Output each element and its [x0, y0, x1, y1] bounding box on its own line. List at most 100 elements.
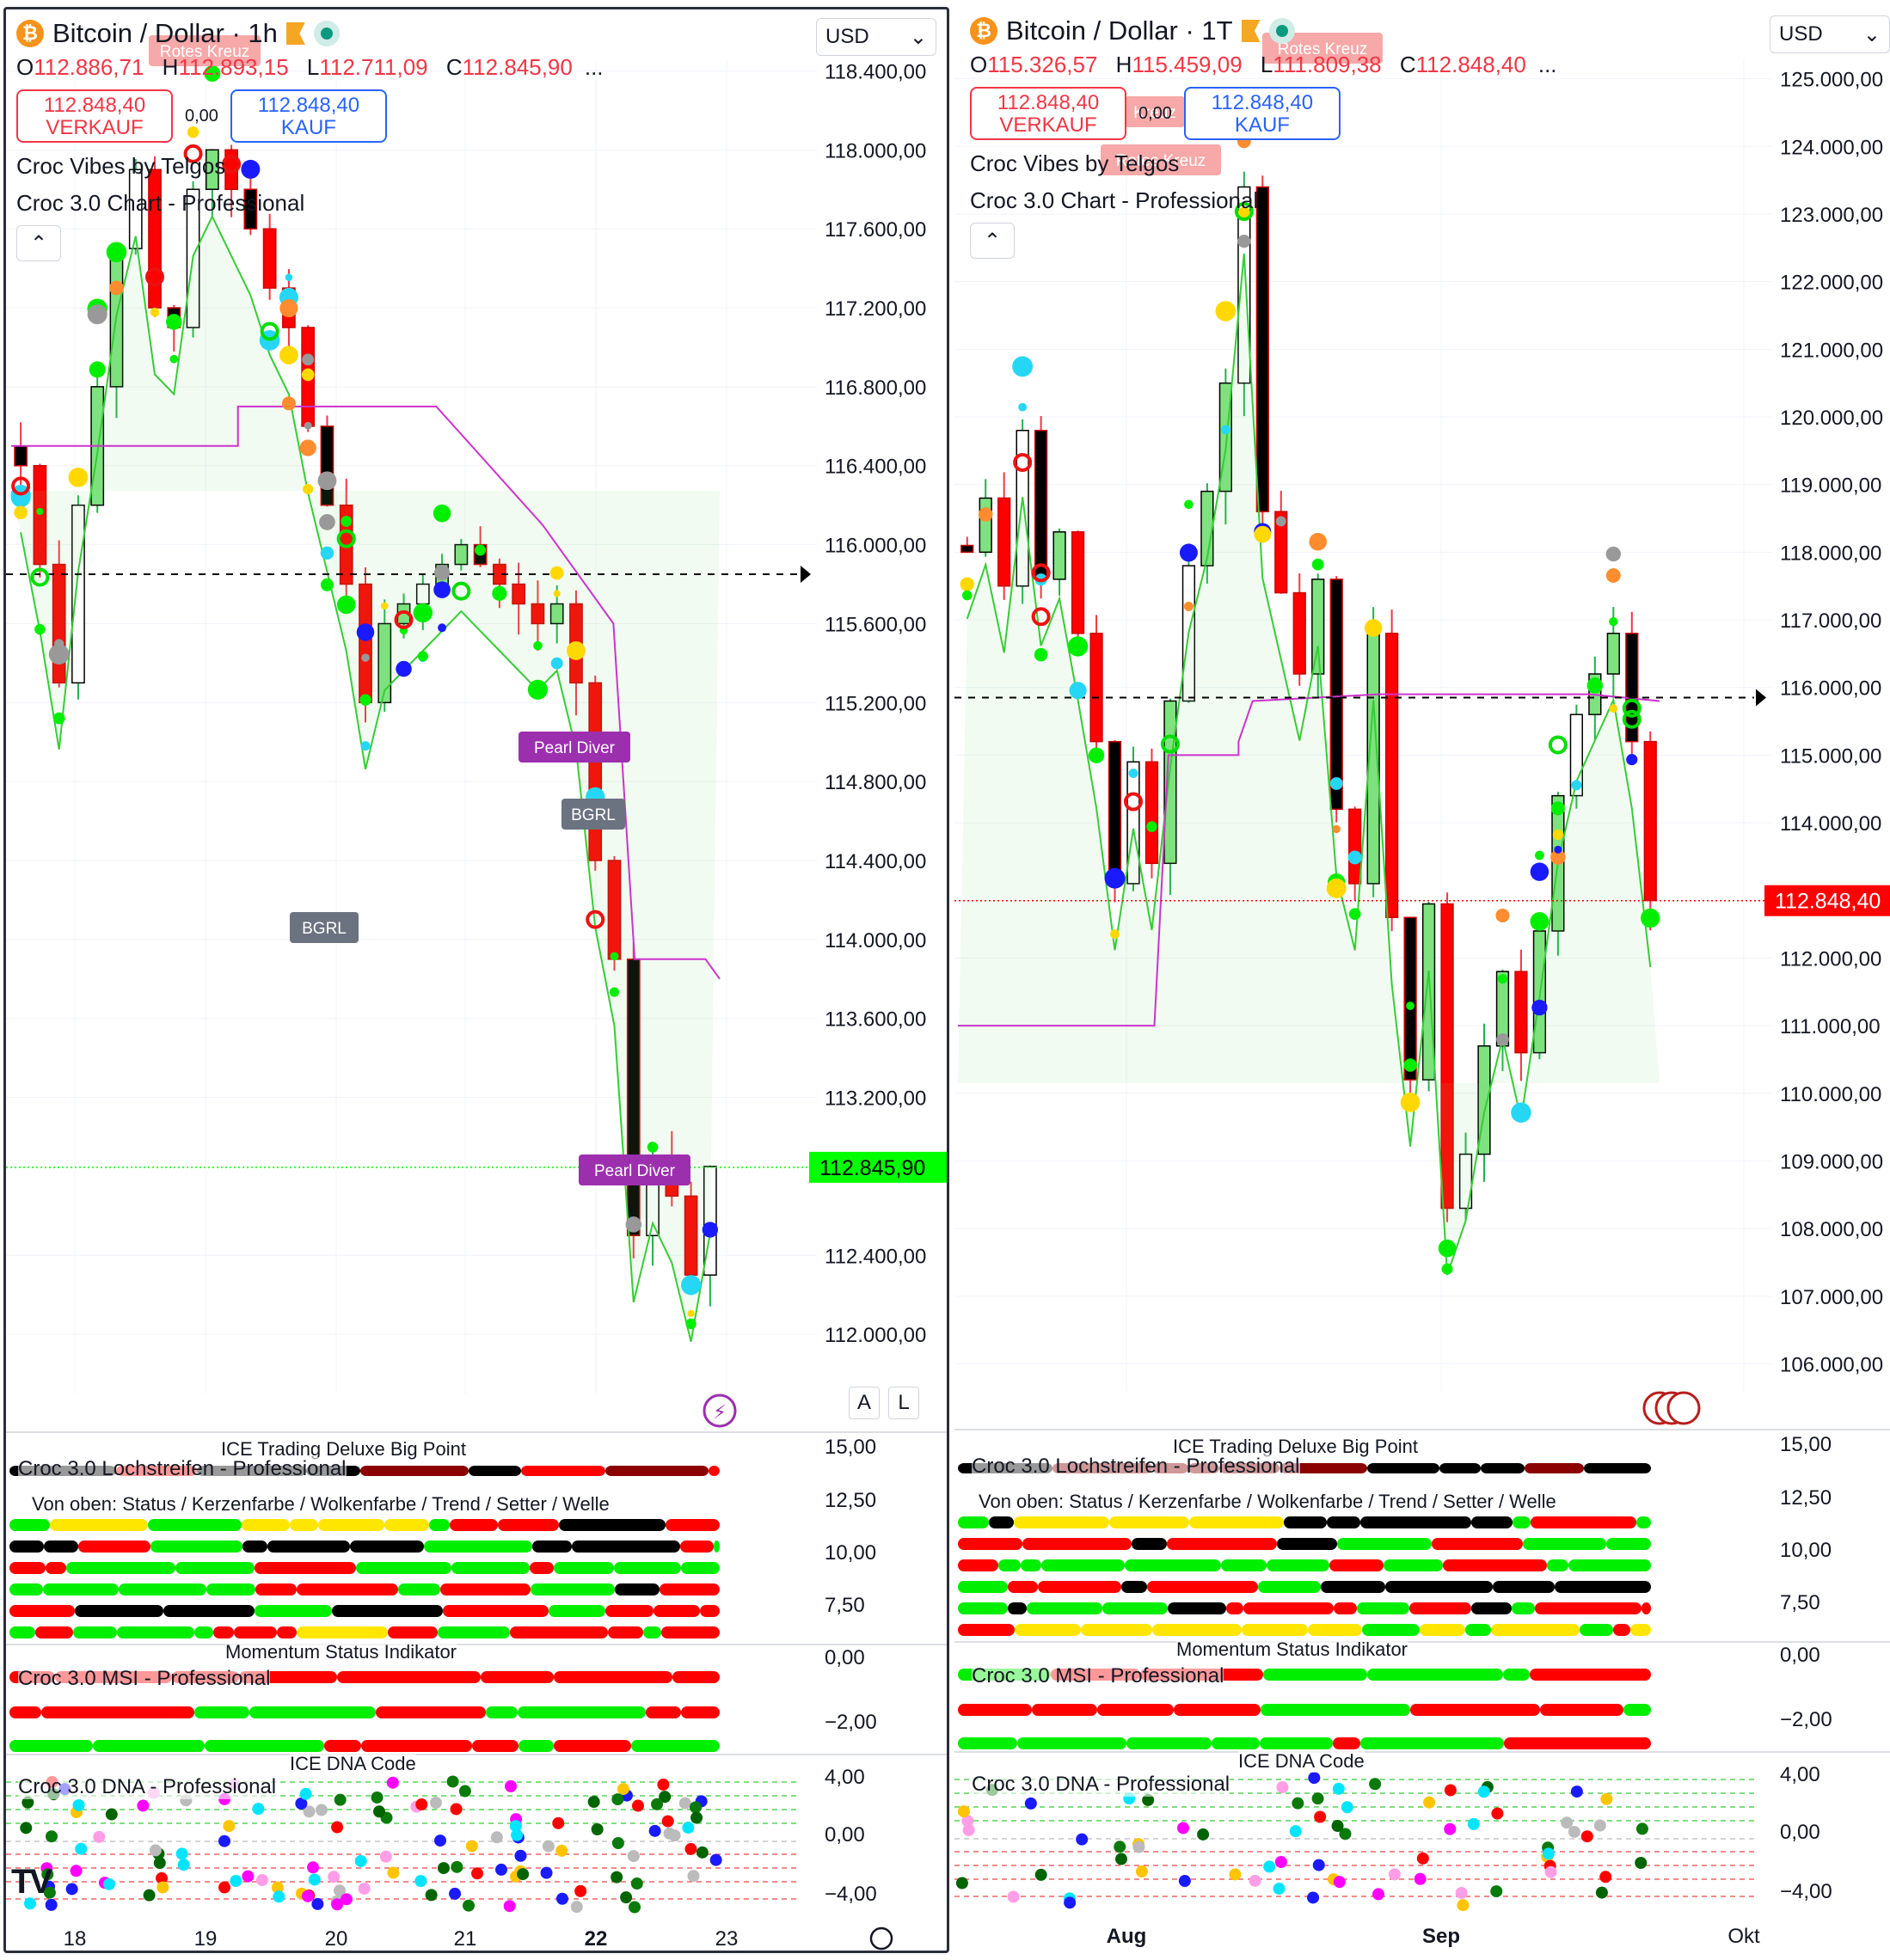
dna-dot: [75, 1842, 88, 1855]
dna-name[interactable]: Croc 3.0 DNA - Professional: [972, 1773, 1230, 1797]
buy-price: 112.848,40: [257, 94, 360, 117]
stripe-segment: [1337, 1538, 1432, 1550]
msi-segment: [1360, 1737, 1504, 1749]
collapse-legend-button[interactable]: ⌃: [16, 225, 61, 261]
flag-icon[interactable]: [1241, 20, 1261, 42]
msi-name[interactable]: Croc 3.0 MSI - Professional: [972, 1664, 1224, 1688]
stripe-segment: [9, 1562, 46, 1574]
log-scale-button[interactable]: L: [888, 1387, 919, 1419]
ring-marker: [1548, 735, 1568, 755]
chart-panel-daily[interactable]: 125.000,00 124.000,00 123.000,00 122.000,00…: [954, 7, 1890, 1953]
msi-segment: [631, 1740, 720, 1752]
collapse-legend-button[interactable]: ⌃: [970, 223, 1015, 259]
stripe-segment: [73, 1626, 117, 1638]
stripe-segment: [498, 1519, 559, 1531]
signal-label-box: [1125, 96, 1185, 127]
signal-dot: [166, 314, 182, 330]
candle: [454, 543, 469, 566]
msi-segment: [1263, 1669, 1367, 1681]
dna-dot: [1229, 1868, 1242, 1881]
dna-dot: [689, 1801, 702, 1814]
msi-segment: [1032, 1704, 1097, 1716]
chart-panel-hourly[interactable]: 118.400,00 118.000,00 117.600,00 117.200,00…: [3, 7, 949, 1953]
msi-segment: [194, 1706, 249, 1718]
price-chart-hourly[interactable]: 118.400,00 118.000,00 117.600,00 117.200,00…: [6, 9, 949, 1953]
signal-dot: [1179, 543, 1198, 562]
sub-y-tick-label: 12,50: [825, 1489, 876, 1512]
signal-dot: [14, 505, 28, 520]
stripe-segment: [614, 1562, 681, 1574]
msi-name[interactable]: Croc 3.0 MSI - Professional: [18, 1667, 271, 1691]
dna-dot: [1114, 1841, 1126, 1853]
flag-icon[interactable]: [285, 22, 305, 45]
signal-dot: [48, 644, 70, 665]
dna-dot: [1414, 1872, 1427, 1885]
indicator-legend-vibes[interactable]: Croc Vibes by Telgos: [970, 150, 1180, 176]
currency-select[interactable]: USD ⌄: [816, 18, 936, 56]
signal-dot: [1550, 849, 1566, 865]
sub-y-tick-label: 15,00: [825, 1436, 876, 1459]
msi-segment: [1126, 1737, 1212, 1749]
signal-dot: [1348, 908, 1361, 921]
sub-y-tick-label: 0,00: [825, 1646, 865, 1669]
stripe-segment: [1367, 1463, 1439, 1473]
sell-button[interactable]: 112.848,40 VERKAUF: [970, 87, 1126, 140]
msi-segment: [1261, 1704, 1410, 1716]
stripe-segment: [549, 1605, 605, 1617]
stripe-segment: [1008, 1602, 1027, 1614]
sell-label: VERKAUF: [46, 116, 144, 139]
currency-select[interactable]: USD ⌄: [1770, 15, 1890, 53]
dna-name[interactable]: Croc 3.0 DNA - Professional: [18, 1775, 277, 1799]
stripe-segment: [1243, 1602, 1334, 1614]
candle: [1606, 633, 1620, 675]
buy-button[interactable]: 112.848,40 KAUF: [230, 89, 387, 143]
dna-dot: [451, 1860, 463, 1873]
open-value: 115.326,57: [987, 52, 1098, 77]
dna-dot: [1544, 1865, 1557, 1878]
level-arrow-icon: [1756, 689, 1766, 707]
y-tick-label: 113.200,00: [825, 1087, 926, 1111]
dna-dot: [1580, 1830, 1593, 1843]
stripe-segment: [1385, 1581, 1493, 1593]
market-status-icon[interactable]: [1268, 18, 1295, 44]
signal-label: Pearl Diver: [534, 739, 616, 757]
stripe-segment: [277, 1626, 297, 1638]
dna-dot: [463, 1899, 476, 1912]
y-tick-label: 114.400,00: [825, 850, 926, 873]
symbol-title[interactable]: Bitcoin / Dollar · 1T: [1006, 15, 1233, 46]
symbol-title[interactable]: Bitcoin / Dollar · 1h: [52, 18, 278, 48]
stripe-segment: [1022, 1538, 1132, 1550]
trend-line: [966, 253, 1652, 1276]
signal-dot: [1554, 845, 1562, 854]
stripe-segment: [1329, 1559, 1384, 1571]
us-flag-icon[interactable]: [1666, 1391, 1701, 1425]
settings-gear-icon[interactable]: [869, 1926, 893, 1951]
signal-dot: [204, 64, 221, 83]
dna-dot: [1339, 1828, 1352, 1841]
lochstreifen-name[interactable]: Croc 3.0 Lochstreifen - Professional: [18, 1457, 347, 1481]
signal-dot: [1364, 619, 1383, 637]
candle: [997, 497, 1011, 587]
lochstreifen-name[interactable]: Croc 3.0 Lochstreifen - Professional: [972, 1455, 1300, 1479]
auto-scale-button[interactable]: A: [849, 1387, 880, 1419]
dna-dot: [1635, 1857, 1648, 1870]
price-chart-daily[interactable]: 125.000,00 124.000,00 123.000,00 122.000,00…: [954, 7, 1890, 1953]
indicator-legend-croc-chart[interactable]: Croc 3.0 Chart - Professional: [16, 190, 305, 216]
x-tick-label: 23: [715, 1927, 739, 1951]
indicator-legend-vibes[interactable]: Croc Vibes by Telgos: [16, 153, 226, 179]
stripe-segment: [9, 1540, 44, 1553]
dna-dot: [302, 1890, 315, 1902]
dna-dot: [307, 1861, 320, 1874]
y-tick-label: 115.600,00: [825, 613, 926, 636]
dna-dot: [437, 1862, 450, 1875]
indicator-legend-croc-chart[interactable]: Croc 3.0 Chart - Professional: [970, 187, 1259, 213]
signal-dot: [1034, 647, 1048, 662]
stripe-segment: [559, 1519, 666, 1531]
flash-icon[interactable]: [703, 1393, 737, 1428]
dna-dot: [331, 1821, 344, 1834]
buy-button[interactable]: 112.848,40 KAUF: [1183, 87, 1341, 140]
sell-button[interactable]: 112.848,40 VERKAUF: [16, 89, 173, 143]
market-status-icon[interactable]: [313, 21, 340, 46]
tradingview-logo-icon[interactable]: TV: [11, 1863, 52, 1901]
candle: [1495, 971, 1510, 1047]
